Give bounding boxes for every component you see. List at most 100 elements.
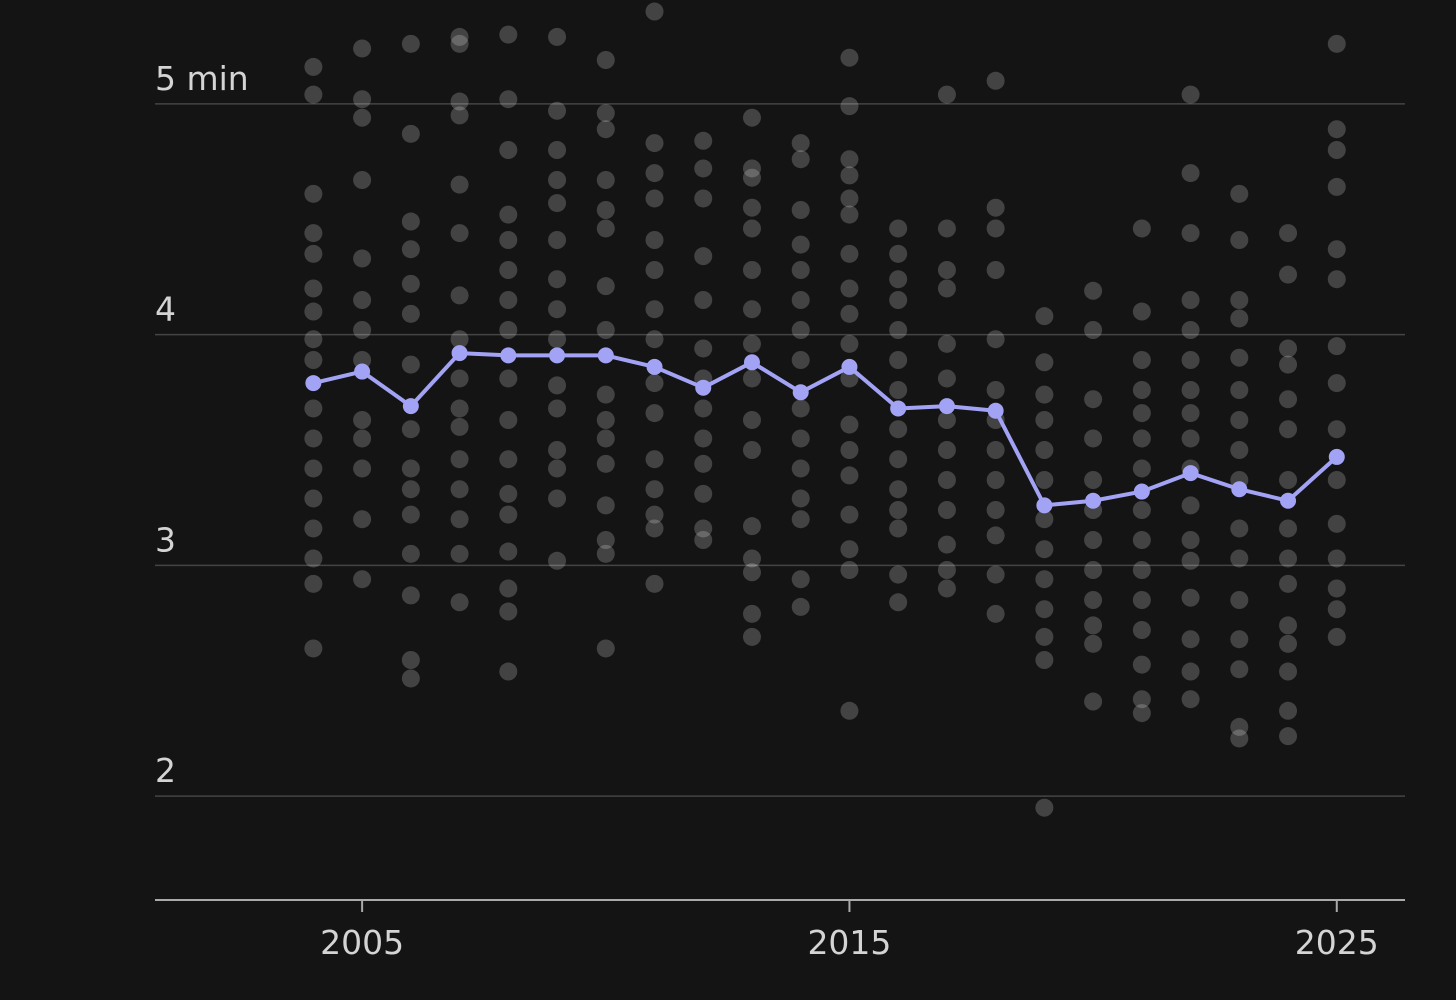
song-dot	[450, 27, 469, 46]
song-dot	[1084, 471, 1103, 489]
song-dot	[1084, 692, 1103, 711]
song-dot	[937, 261, 956, 279]
song-dot	[791, 459, 810, 478]
song-dot	[1132, 404, 1151, 423]
song-dot	[401, 355, 420, 374]
song-dot	[499, 261, 518, 279]
song-dot	[889, 321, 908, 339]
song-dot	[304, 224, 323, 243]
song-dot	[499, 579, 518, 598]
song-dot	[1035, 441, 1054, 459]
song-dot	[304, 459, 323, 478]
song-dot	[304, 519, 323, 538]
song-dot	[986, 219, 1005, 238]
song-dot	[353, 351, 372, 369]
song-dot	[1035, 510, 1054, 529]
song-dot	[499, 542, 518, 561]
song-dot	[1181, 662, 1200, 681]
song-dot	[1132, 219, 1151, 238]
song-dot	[353, 459, 372, 478]
song-dot	[694, 339, 713, 358]
song-dot	[742, 517, 761, 536]
song-dot	[937, 561, 956, 579]
song-dot	[840, 150, 859, 169]
song-dot	[1035, 471, 1054, 489]
song-dot	[596, 277, 615, 296]
song-dot	[1132, 690, 1151, 709]
song-dot	[450, 175, 469, 194]
song-dot	[304, 351, 323, 369]
mean-point	[1133, 483, 1150, 500]
song-dot	[742, 198, 761, 217]
song-dot	[304, 399, 323, 418]
song-dot	[548, 27, 567, 46]
song-dot	[450, 510, 469, 529]
song-dot	[694, 519, 713, 538]
song-dot	[401, 304, 420, 323]
song-dot	[596, 429, 615, 448]
song-dot	[694, 454, 713, 473]
song-dot	[450, 417, 469, 436]
song-dot	[1279, 519, 1298, 538]
song-dot	[1084, 591, 1103, 609]
song-dot	[840, 701, 859, 720]
song-dot	[1279, 224, 1298, 243]
song-dot	[937, 579, 956, 598]
song-dot	[1084, 390, 1103, 409]
song-dot	[1132, 704, 1151, 723]
song-dot	[1132, 591, 1151, 609]
song-dot	[548, 231, 567, 249]
song-dot	[1181, 351, 1200, 369]
mean-line	[312, 351, 1339, 508]
song-dot	[1327, 471, 1346, 489]
song-dot	[889, 351, 908, 369]
song-dot	[840, 166, 859, 185]
song-dot	[499, 662, 518, 681]
song-dot	[937, 279, 956, 298]
mean-point	[402, 398, 419, 415]
mean-point	[1182, 465, 1199, 482]
song-dot	[1279, 727, 1298, 746]
song-dot	[889, 565, 908, 584]
song-dot	[1230, 591, 1249, 609]
song-dot	[1230, 231, 1249, 249]
song-dot	[1035, 798, 1054, 817]
song-dot	[1181, 164, 1200, 183]
song-dot	[742, 627, 761, 646]
song-dot	[937, 219, 956, 238]
song-dot	[450, 34, 469, 53]
x-tick-label: 2005	[320, 923, 404, 962]
song-dot	[840, 561, 859, 579]
song-dot	[548, 171, 567, 189]
song-dot	[986, 501, 1005, 519]
song-dot	[1279, 701, 1298, 720]
song-dot	[694, 159, 713, 178]
song-dot	[645, 505, 664, 524]
song-dot	[694, 131, 713, 150]
song-dot	[840, 369, 859, 388]
song-dot	[353, 321, 372, 339]
song-dot	[499, 450, 518, 469]
song-dot	[596, 120, 615, 139]
song-dot	[1035, 307, 1054, 326]
song-dot	[401, 212, 420, 231]
song-dot	[937, 441, 956, 459]
song-dot	[548, 399, 567, 418]
song-dot	[645, 189, 664, 208]
song-dot	[1132, 302, 1151, 321]
song-dot	[1279, 265, 1298, 284]
song-dot	[1230, 519, 1249, 538]
song-dot	[548, 441, 567, 459]
x-tick-label: 2015	[807, 923, 891, 962]
song-dot	[986, 471, 1005, 489]
mean-point	[792, 384, 809, 401]
mean-point	[354, 363, 371, 380]
song-dot	[889, 501, 908, 519]
song-dot	[1279, 574, 1298, 593]
song-dot	[742, 563, 761, 582]
mean-point	[646, 358, 663, 375]
song-dot	[840, 189, 859, 208]
song-dot	[401, 420, 420, 439]
mean-point	[1085, 492, 1102, 509]
